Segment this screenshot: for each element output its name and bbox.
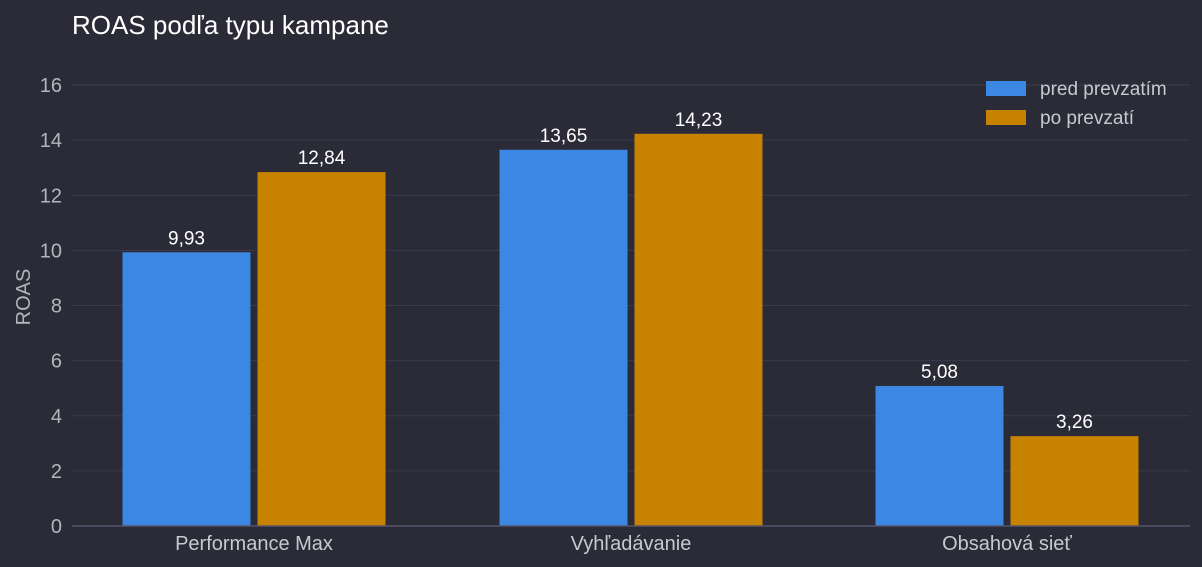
- y-tick-label: 8: [51, 296, 62, 318]
- value-label: 3,26: [1056, 412, 1093, 433]
- value-label: 12,84: [298, 148, 346, 169]
- y-tick-label: 16: [40, 75, 62, 97]
- bar: [1010, 436, 1139, 526]
- value-label: 5,08: [921, 362, 958, 383]
- y-axis-ticks: 0 2 4 6 8 10 12 14 16: [40, 75, 62, 538]
- bar: [257, 172, 386, 526]
- value-label: 9,93: [168, 228, 205, 249]
- y-tick-label: 2: [51, 461, 62, 483]
- y-tick-label: 4: [51, 406, 62, 428]
- legend-label: po prevzatí: [1040, 108, 1135, 129]
- bar: [499, 149, 628, 526]
- x-category-label: Vyhľadávanie: [571, 533, 692, 555]
- bar: [875, 385, 1004, 526]
- y-tick-label: 10: [40, 240, 62, 262]
- legend-label: pred prevzatím: [1040, 79, 1167, 100]
- legend: pred prevzatím po prevzatí: [986, 79, 1167, 129]
- chart-title: ROAS podľa typu kampane: [72, 10, 389, 40]
- x-category-label: Obsahová sieť: [942, 533, 1072, 555]
- y-tick-label: 12: [40, 185, 62, 207]
- y-tick-label: 6: [51, 351, 62, 373]
- bars: [122, 133, 1139, 526]
- legend-swatch: [986, 81, 1026, 96]
- y-tick-label: 14: [40, 130, 62, 152]
- y-tick-label: 0: [51, 516, 62, 538]
- legend-swatch: [986, 110, 1026, 125]
- x-axis-categories: Performance Max Vyhľadávanie Obsahová sieť: [175, 533, 1072, 555]
- bar: [122, 252, 251, 526]
- value-label: 14,23: [675, 110, 723, 131]
- y-axis-label: ROAS: [13, 269, 35, 326]
- value-labels: 9,93 12,84 13,65 14,23 5,08 3,26: [168, 110, 1093, 433]
- x-category-label: Performance Max: [175, 533, 333, 555]
- bar: [634, 133, 763, 526]
- value-label: 13,65: [540, 126, 588, 147]
